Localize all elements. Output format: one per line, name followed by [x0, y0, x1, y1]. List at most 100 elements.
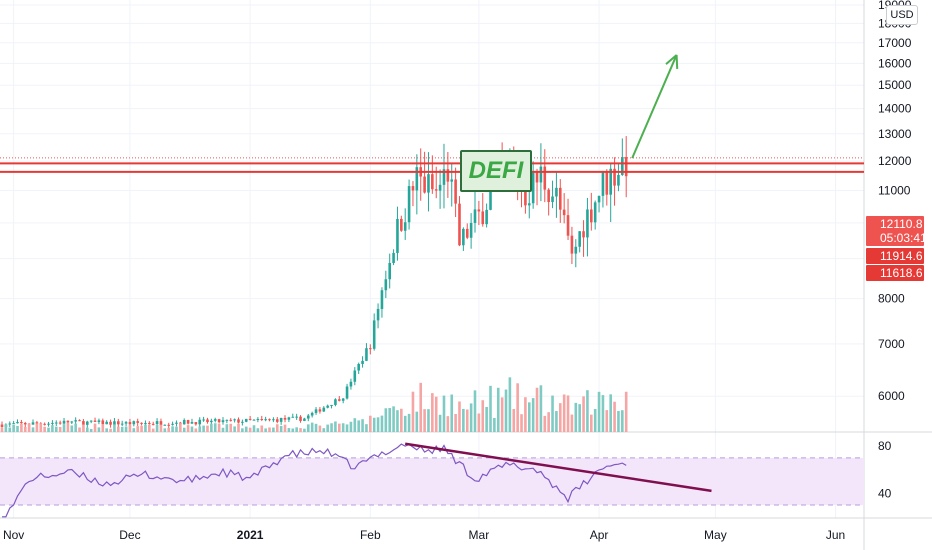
candle-body — [601, 172, 605, 196]
candle-body — [365, 348, 368, 361]
candle-body — [70, 421, 74, 423]
candle-body — [8, 423, 12, 425]
candle-body — [345, 386, 349, 399]
volume-bar — [74, 423, 77, 432]
forecast-arrow-shaft — [631, 54, 678, 159]
candle-body — [558, 187, 562, 210]
candle-body — [361, 360, 364, 364]
candle-body — [566, 215, 570, 236]
candle-body — [66, 420, 70, 423]
candle-body — [306, 415, 310, 419]
volume-bar — [376, 417, 380, 432]
candle-body — [206, 419, 209, 423]
candle-body — [318, 409, 322, 412]
volume-bar — [566, 395, 570, 432]
volume-bar — [535, 387, 539, 432]
volume-bar — [369, 415, 372, 432]
candle-body — [221, 420, 225, 423]
candle-body — [531, 172, 535, 204]
volume-bar — [578, 404, 581, 432]
volume-bar — [272, 427, 275, 432]
volume-bar — [190, 426, 194, 432]
candle-body — [427, 174, 430, 193]
volume-bar — [97, 427, 101, 432]
volume-bar — [403, 415, 407, 432]
volume-bar — [624, 391, 628, 432]
rsi-band — [0, 457, 864, 506]
volume-bar — [47, 427, 50, 432]
volume-bar — [613, 401, 616, 432]
candle-body — [597, 195, 601, 203]
candle-body — [349, 381, 353, 387]
candle-body — [248, 418, 252, 420]
price-tag-label: 11914.6 — [880, 249, 923, 263]
candle-body — [458, 203, 461, 246]
volume-bar — [450, 394, 454, 432]
volume-bar — [326, 424, 329, 432]
candle-body — [489, 187, 492, 210]
price-tick-label: 16000 — [878, 56, 912, 70]
candle-body — [113, 421, 116, 425]
volume-bar — [23, 427, 27, 432]
volume-bar — [524, 397, 527, 432]
volume-bar — [70, 425, 74, 432]
price-tag-2: 11914.6 — [866, 248, 924, 264]
volume-bar — [582, 396, 585, 432]
candle-body — [353, 370, 357, 382]
volume-bar — [175, 426, 178, 432]
candle-body — [434, 189, 438, 191]
candle-body — [527, 203, 531, 206]
candle-body — [310, 412, 314, 416]
candle-body — [241, 421, 244, 423]
volume-bar — [392, 406, 395, 432]
volume-bar — [380, 415, 384, 432]
volume-bar — [54, 426, 58, 432]
candle-body — [287, 417, 291, 420]
volume-bar — [159, 424, 163, 432]
candle-body — [167, 424, 171, 426]
candle-body — [58, 422, 62, 424]
volume-bar — [570, 414, 574, 432]
volume-bar — [78, 427, 81, 432]
candle-body — [23, 423, 27, 425]
volume-bar — [171, 426, 174, 432]
candle-body — [590, 209, 593, 223]
volume-bar — [341, 423, 345, 432]
candle-body — [124, 422, 128, 424]
volume-bar — [508, 377, 512, 432]
volume-bar — [85, 427, 89, 432]
volume-bar — [101, 424, 105, 432]
candle-body — [120, 423, 124, 425]
candle-body — [237, 419, 240, 423]
volume-bar — [415, 411, 419, 432]
volume-bar — [202, 425, 205, 432]
volume-bar — [43, 426, 46, 432]
volume-bar — [237, 423, 240, 432]
volume-bar — [388, 408, 391, 432]
candle-body — [151, 423, 155, 425]
candle-body — [326, 405, 329, 408]
candle-body — [78, 420, 81, 422]
currency-badge[interactable]: USD — [886, 5, 918, 25]
candle-body — [194, 422, 198, 425]
volume-bar — [194, 428, 198, 432]
candle-body — [225, 419, 229, 421]
candle-body — [481, 211, 485, 225]
candle-body — [578, 231, 581, 247]
volume-bar — [574, 402, 578, 432]
candle-body — [442, 169, 446, 185]
candle-body — [0, 424, 4, 427]
candle-body — [163, 424, 167, 426]
volume-bar — [31, 427, 35, 432]
volume-bar — [12, 424, 15, 432]
volume-bar — [132, 428, 136, 432]
volume-bar — [186, 425, 190, 432]
candle-body — [613, 168, 616, 186]
candle-body — [54, 422, 58, 424]
volume-bar — [617, 411, 620, 432]
candle-body — [357, 363, 360, 371]
volume-bar — [62, 424, 66, 432]
volume-bar — [353, 418, 357, 432]
